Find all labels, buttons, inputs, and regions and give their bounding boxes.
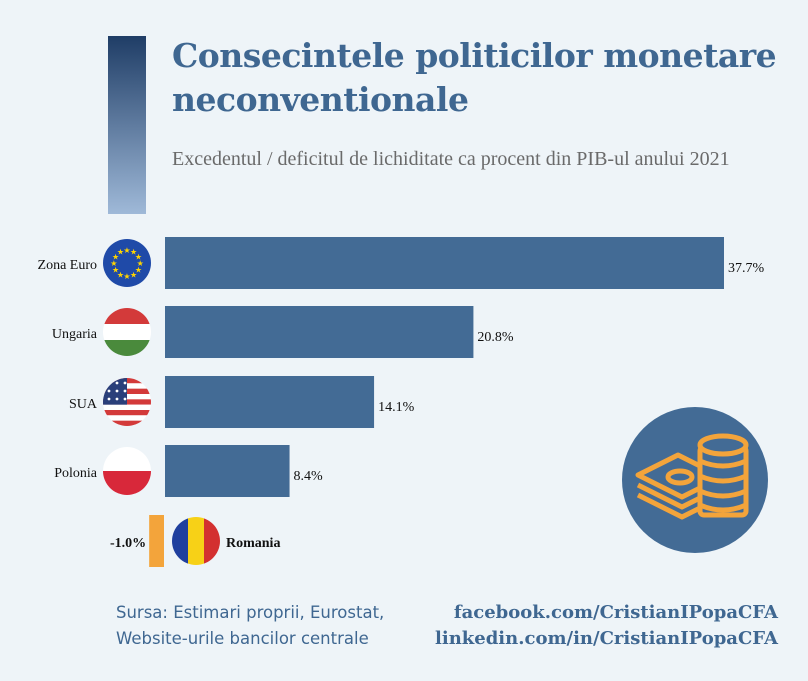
bar-sua [165, 376, 375, 428]
svg-text:★: ★ [123, 272, 130, 281]
bar-zona-euro [165, 237, 724, 289]
money-stack-icon [622, 407, 768, 553]
svg-text:★: ★ [112, 266, 119, 275]
svg-text:★: ★ [130, 248, 137, 257]
bar-ungaria [165, 306, 474, 358]
romania-flag-icon [172, 517, 220, 565]
svg-text:★: ★ [130, 270, 137, 279]
source-line-2: Website-urile bancilor centrale [116, 629, 369, 648]
chart-subtitle: Excedentul / deficitul de lichiditate ca… [172, 148, 730, 170]
svg-text:★: ★ [135, 252, 142, 261]
value-label: 37.7% [728, 261, 765, 276]
bar-polonia [165, 445, 290, 497]
source-note: Sursa: Estimari proprii, Eurostat, Websi… [116, 600, 384, 652]
linkedin-link[interactable]: linkedin.com/in/CristianIPopaCFA [435, 628, 778, 649]
category-label: Zona Euro [38, 258, 97, 273]
title-accent-bar [108, 36, 146, 214]
source-line-1: Sursa: Estimari proprii, Eurostat, [116, 603, 385, 622]
svg-text:★: ★ [110, 259, 117, 268]
social-links: facebook.com/CristianIPopaCFA linkedin.c… [435, 600, 778, 652]
value-label: 20.8% [477, 330, 514, 345]
bar-romania [149, 515, 164, 567]
svg-text:★: ★ [117, 248, 124, 257]
value-label: -1.0% [110, 536, 146, 551]
svg-text:★: ★ [112, 252, 119, 261]
eu-flag-icon: ★★★★★★★★★ ★ ★★ [103, 239, 151, 287]
value-label: 8.4% [294, 469, 324, 484]
hungary-flag-icon [103, 308, 151, 356]
bar-chart: 37.7%Zona Euro ★★★★★★★★★ ★ ★★20.8%Ungaria14… [38, 237, 765, 567]
category-label: Polonia [54, 466, 98, 481]
svg-text:★: ★ [123, 246, 130, 255]
category-label: SUA [69, 397, 98, 412]
value-label: 14.1% [378, 400, 415, 415]
category-label: Romania [226, 536, 280, 551]
category-label: Ungaria [52, 327, 98, 342]
poland-flag-icon [103, 447, 151, 495]
usa-flag-icon [103, 378, 151, 426]
chart-title: Consecintele politicilor monetare neconv… [172, 36, 777, 119]
facebook-link[interactable]: facebook.com/CristianIPopaCFA [453, 602, 778, 623]
svg-text:★: ★ [117, 270, 124, 279]
svg-text:★: ★ [135, 266, 142, 275]
svg-text:★: ★ [137, 259, 144, 268]
